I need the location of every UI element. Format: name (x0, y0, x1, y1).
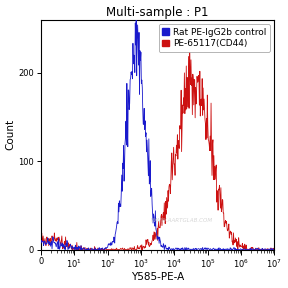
Y-axis label: Count: Count (5, 119, 16, 150)
Title: Multi-sample : P1: Multi-sample : P1 (107, 5, 209, 18)
X-axis label: Y585-PE-A: Y585-PE-A (131, 272, 184, 283)
Legend: Rat PE-IgG2b control, PE-65117(CD44): Rat PE-IgG2b control, PE-65117(CD44) (158, 24, 270, 52)
Text: WWW.AARTGLAB.COM: WWW.AARTGLAB.COM (150, 218, 212, 223)
